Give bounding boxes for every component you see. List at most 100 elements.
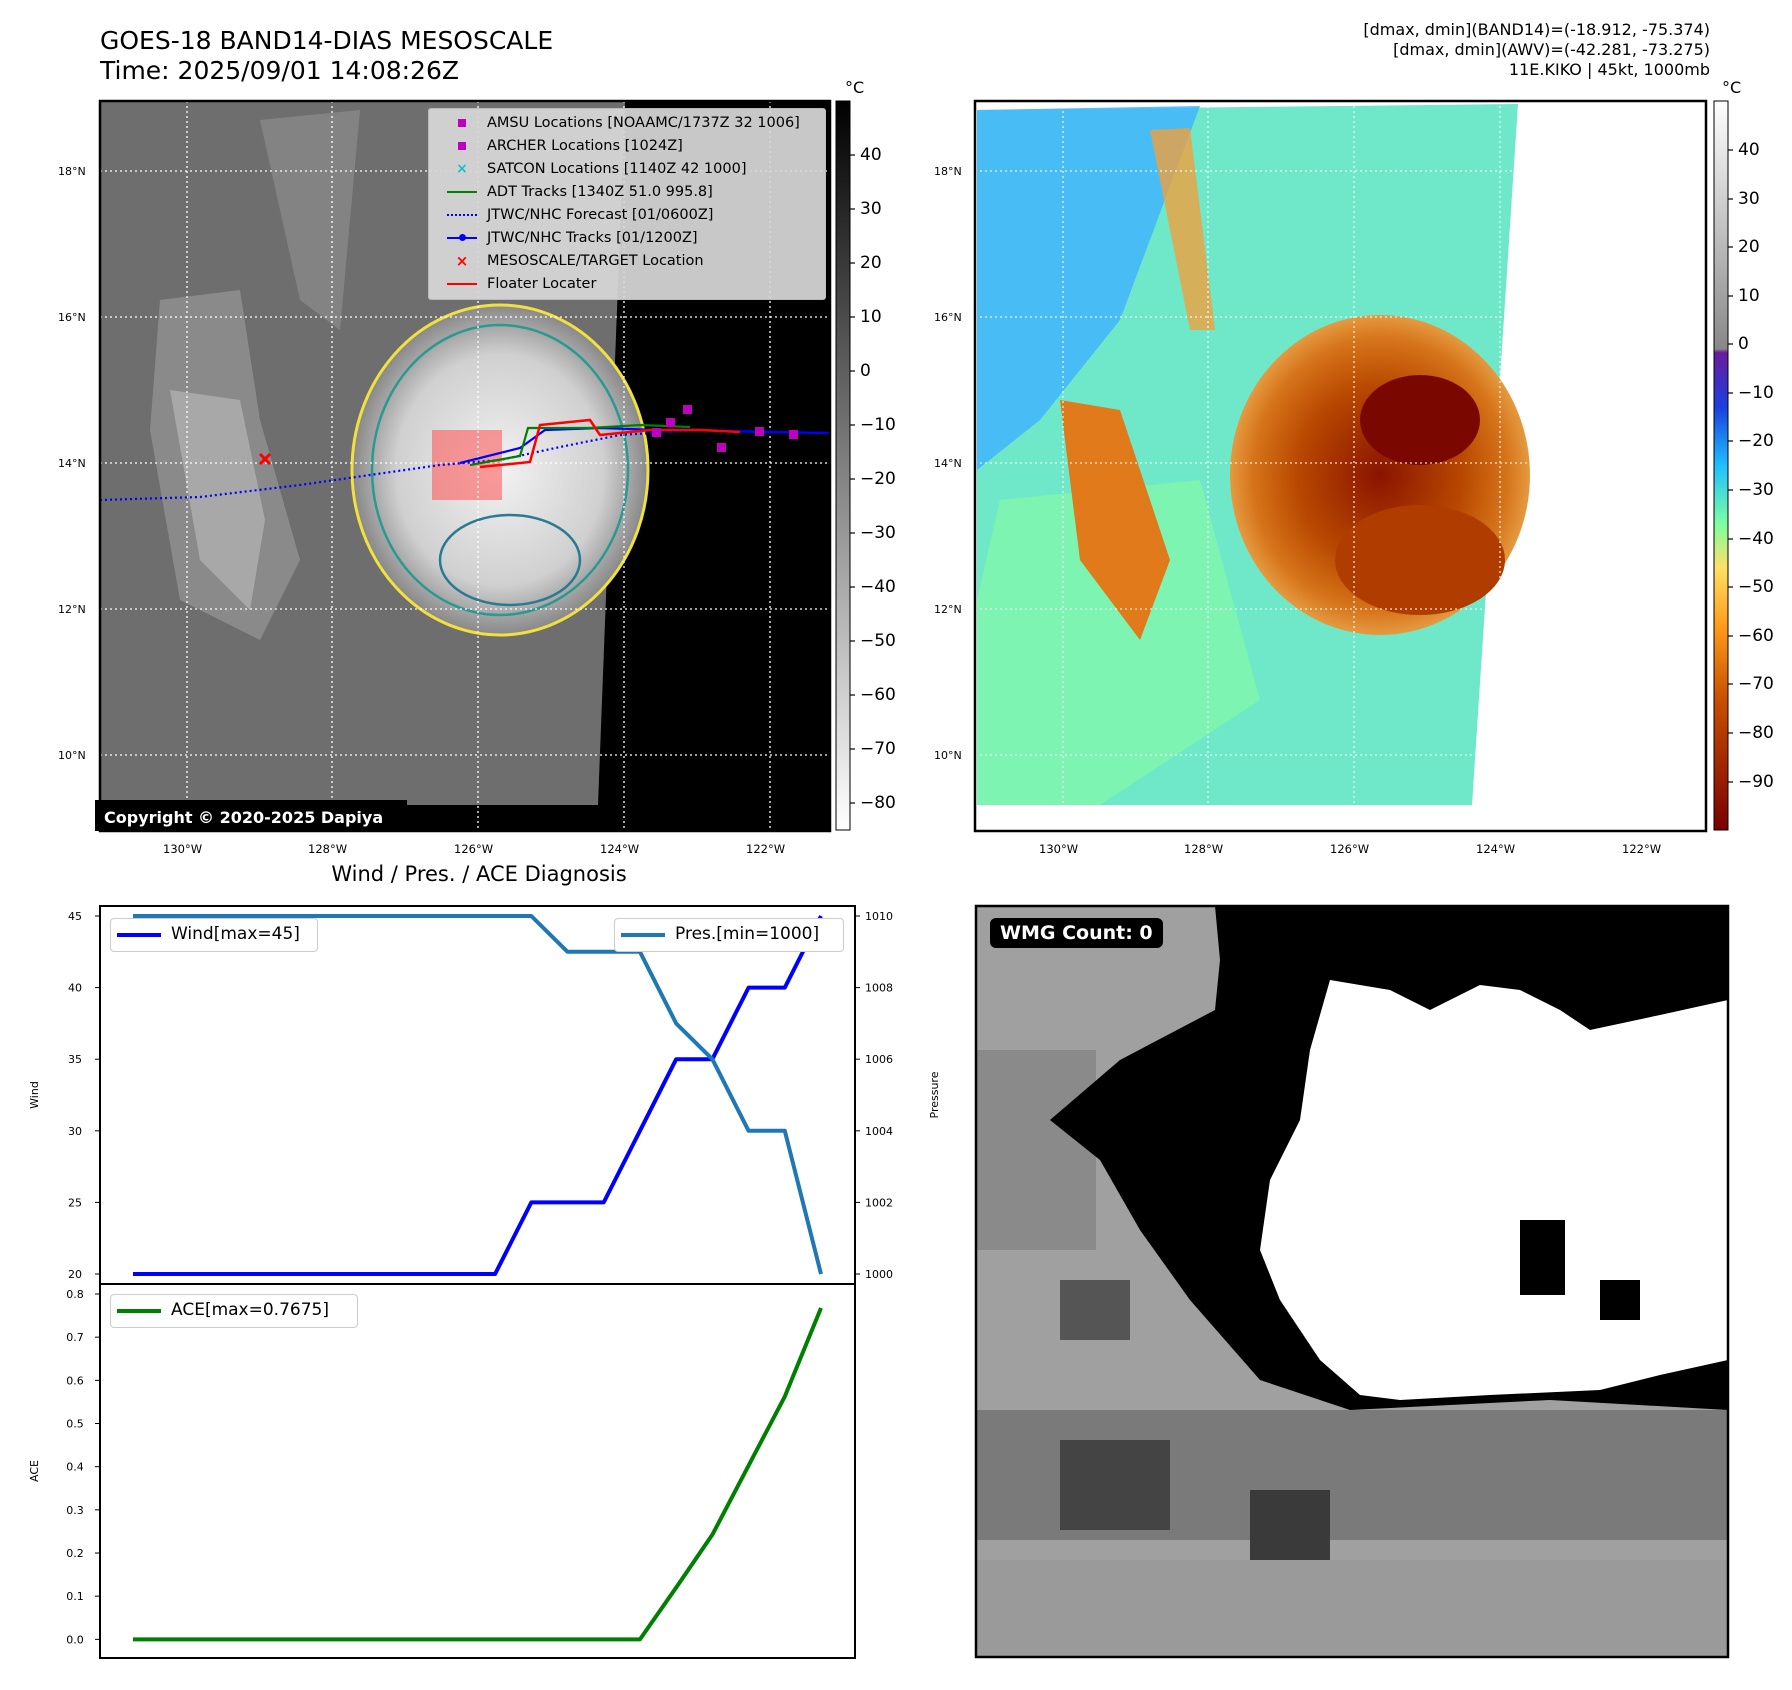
storm-info: [dmax, dmin](BAND14)=(-18.912, -75.374) … bbox=[1363, 20, 1710, 80]
ace-legend-label: ACE[max=0.7675] bbox=[171, 1300, 329, 1320]
y-axis-label: ACE bbox=[28, 1460, 41, 1482]
lat-label-left-10: 10°N bbox=[58, 749, 86, 762]
amsu-markers bbox=[652, 405, 798, 452]
cb-right-tick: −10 bbox=[1738, 383, 1774, 403]
lat-label-left-12: 12°N bbox=[58, 603, 86, 616]
cb-right-tick: −80 bbox=[1738, 723, 1774, 743]
panel-1-frame bbox=[99, 1283, 856, 1659]
wind-legend-label: Wind[max=45] bbox=[171, 924, 300, 944]
lon-label-left-130: 130°W bbox=[163, 842, 203, 856]
cb-left-tick: −60 bbox=[860, 685, 896, 705]
legend-floater-label: Floater Locater bbox=[487, 276, 597, 292]
y-tick-label: 35 bbox=[68, 1053, 82, 1066]
cb-left-tick: −80 bbox=[860, 793, 896, 813]
lat-label-right-18: 18°N bbox=[934, 165, 962, 178]
cb-right-tick: −20 bbox=[1738, 431, 1774, 451]
legend-adt: ADT Tracks [1340Z 51.0 995.8] bbox=[445, 182, 713, 202]
y2-axis-label: Pressure bbox=[928, 1071, 941, 1118]
lat-label-right-14: 14°N bbox=[934, 457, 962, 470]
cb-right-tick: 0 bbox=[1738, 334, 1749, 354]
y-tick-label: 45 bbox=[68, 910, 82, 923]
y-axis-label: Wind bbox=[28, 1081, 41, 1109]
legend-archer-label: ARCHER Locations [1024Z] bbox=[487, 138, 683, 154]
cb-left-tick: −70 bbox=[860, 739, 896, 759]
lon-label-right-128: 128°W bbox=[1184, 842, 1224, 856]
lat-label-right-16: 16°N bbox=[934, 311, 962, 324]
adt-track bbox=[469, 423, 691, 467]
lat-label-right-12: 12°N bbox=[934, 603, 962, 616]
colorbar-left-unit: °C bbox=[845, 78, 865, 97]
series-line-ace bbox=[133, 1307, 823, 1642]
series-line-pressure bbox=[133, 914, 823, 1275]
legend-amsu: AMSU Locations [NOAAMC/1737Z 32 1006] bbox=[445, 113, 800, 133]
lon-label-left-126: 126°W bbox=[454, 842, 494, 856]
cb-left-tick: −40 bbox=[860, 577, 896, 597]
right-colorbar bbox=[1713, 100, 1733, 831]
info-line3: 11E.KIKO | 45kt, 1000mb bbox=[1508, 60, 1710, 79]
y-tick-label: 0.5 bbox=[66, 1418, 84, 1431]
legend-target: × MESOSCALE/TARGET Location bbox=[455, 252, 704, 270]
legend-satcon: × SATCON Locations [1140Z 42 1000] bbox=[456, 161, 747, 177]
legend-archer: ARCHER Locations [1024Z] bbox=[445, 136, 683, 156]
legend-forecast-label: JTWC/NHC Forecast [01/0600Z] bbox=[487, 207, 714, 223]
cb-right-tick: 30 bbox=[1738, 189, 1760, 209]
lat-label-left-16: 16°N bbox=[58, 311, 86, 324]
lon-label-right-124: 124°W bbox=[1476, 842, 1516, 856]
lon-label-right-130: 130°W bbox=[1039, 842, 1079, 856]
lon-label-right-126: 126°W bbox=[1330, 842, 1370, 856]
cb-right-tick: 40 bbox=[1738, 140, 1760, 160]
y-tick-label: 0.4 bbox=[66, 1461, 84, 1474]
diagnosis-chart: 20 25 30 35 40 45 Wind 1000 1002 1004 1006 1008 1010… bbox=[28, 905, 941, 1659]
wind-legend-swatch bbox=[117, 933, 161, 937]
y-tick-label: 0.6 bbox=[66, 1374, 84, 1387]
y2-tick-label: 1004 bbox=[865, 1125, 893, 1138]
lon-label-right-122: 122°W bbox=[1622, 842, 1662, 856]
cb-right-tick: −70 bbox=[1738, 674, 1774, 694]
cb-left-tick: −50 bbox=[860, 631, 896, 651]
wmg-count-label: WMG Count: 0 bbox=[990, 918, 1163, 948]
copyright-text: Copyright © 2020-2025 Dapiya bbox=[104, 808, 384, 827]
panel-0-frame bbox=[99, 905, 856, 1285]
legend-amsu-label: AMSU Locations [NOAAMC/1737Z 32 1006] bbox=[487, 115, 800, 131]
lat-label-right-10: 10°N bbox=[934, 749, 962, 762]
cb-right-tick: −30 bbox=[1738, 480, 1774, 500]
cloud-band bbox=[1060, 400, 1170, 640]
cb-left-tick: −10 bbox=[860, 415, 896, 435]
y2-tick-label: 1006 bbox=[865, 1053, 893, 1066]
pressure-legend-label: Pres.[min=1000] bbox=[675, 924, 820, 944]
map-legend: AMSU Locations [NOAAMC/1737Z 32 1006] AR… bbox=[428, 108, 826, 300]
y-tick-label: 0.0 bbox=[66, 1633, 84, 1646]
title-line2: Time: 2025/09/01 14:08:26Z bbox=[100, 56, 459, 85]
lat-label-left-18: 18°N bbox=[58, 165, 86, 178]
left-colorbar bbox=[835, 100, 855, 831]
cb-left-tick: 0 bbox=[860, 361, 871, 381]
lon-label-left-128: 128°W bbox=[308, 842, 348, 856]
target-marker bbox=[258, 452, 272, 466]
cb-right-tick: 10 bbox=[1738, 286, 1760, 306]
y-tick-label: 0.7 bbox=[66, 1331, 84, 1344]
y-tick-label: 40 bbox=[68, 982, 82, 995]
legend-satcon-label: SATCON Locations [1140Z 42 1000] bbox=[487, 161, 747, 177]
cb-right-tick: −40 bbox=[1738, 529, 1774, 549]
cb-left-tick: −30 bbox=[860, 523, 896, 543]
y2-tick-label: 1008 bbox=[865, 982, 893, 995]
cb-left-tick: −20 bbox=[860, 469, 896, 489]
chart-title: Wind / Pres. / ACE Diagnosis bbox=[331, 862, 627, 886]
cb-right-tick: −50 bbox=[1738, 577, 1774, 597]
cb-right-tick: −60 bbox=[1738, 626, 1774, 646]
cb-left-tick: 10 bbox=[860, 307, 882, 327]
y2-tick-label: 1010 bbox=[865, 910, 893, 923]
series-line-wind bbox=[133, 915, 823, 1276]
y-tick-label: 30 bbox=[68, 1125, 82, 1138]
legend-tracks-label: JTWC/NHC Tracks [01/1200Z] bbox=[487, 230, 698, 246]
floater-track bbox=[479, 418, 741, 469]
cb-right-tick: −90 bbox=[1738, 772, 1774, 792]
title-line1: GOES-18 BAND14-DIAS MESOSCALE bbox=[100, 26, 554, 55]
cb-left-tick: 20 bbox=[860, 253, 882, 273]
info-line2: [dmax, dmin](AWV)=(-42.281, -73.275) bbox=[1393, 40, 1710, 59]
cb-left-tick: 40 bbox=[860, 145, 882, 165]
y-tick-label: 0.2 bbox=[66, 1547, 84, 1560]
legend-target-label: MESOSCALE/TARGET Location bbox=[487, 253, 704, 269]
y-tick-label: 20 bbox=[68, 1268, 82, 1281]
